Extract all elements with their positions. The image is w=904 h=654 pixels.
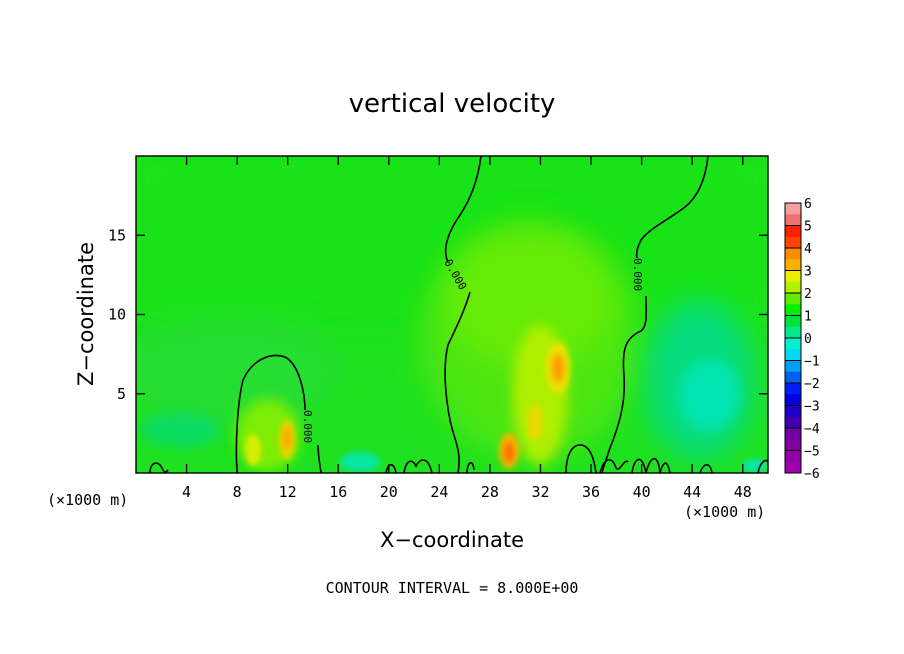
colorbar-swatch — [785, 315, 801, 328]
colorbar-swatch — [785, 450, 801, 463]
colorbar-swatch — [785, 338, 801, 350]
contour-label: 0.000 — [631, 258, 644, 291]
contour-line — [599, 459, 629, 473]
x-unit-left: (×1000 m) — [47, 491, 128, 509]
colorbar-swatch — [785, 394, 801, 406]
contour-line — [601, 295, 648, 473]
contour-label: 0.000 — [301, 410, 314, 443]
updraft-cell — [245, 434, 261, 466]
x-tick-label: 40 — [633, 483, 651, 501]
contour-line — [635, 156, 709, 259]
zero-contours — [149, 156, 768, 473]
velocity-field — [136, 156, 768, 473]
colorbar-swatch — [785, 405, 801, 418]
y-tick-label: 15 — [108, 226, 126, 244]
colorbar-swatch — [785, 236, 801, 249]
colorbar-swatch — [785, 248, 801, 260]
colorbar-swatch — [785, 304, 801, 316]
contour-line — [149, 462, 169, 473]
colorbar-label: −6 — [804, 467, 820, 482]
colorbar-label: −3 — [804, 400, 820, 415]
colorbar-swatch — [785, 360, 801, 373]
colorbar-swatch — [785, 383, 801, 395]
colorbar-swatch — [785, 259, 801, 271]
colorbar-label: 4 — [804, 242, 812, 257]
colorbar-label: −2 — [804, 377, 820, 392]
colorbar-label: 6 — [804, 197, 812, 212]
y-tick-label: 5 — [117, 385, 126, 403]
colorbar-swatch — [785, 326, 801, 339]
colorbar-label: −5 — [804, 445, 820, 460]
x-tick-label: 32 — [531, 483, 549, 501]
contour-line — [565, 444, 597, 473]
colorbar-label: 5 — [804, 220, 812, 235]
contour-line — [403, 459, 433, 473]
colorbar: 6 5 4 3 2 1 0 −1 −2 −3 −4 −5 −6 — [784, 197, 820, 482]
x-tick-label: 4 — [182, 483, 191, 501]
colorbar-swatch — [785, 203, 801, 215]
x-tick-label: 48 — [734, 483, 752, 501]
colorbar-swatch — [785, 371, 801, 384]
contour-line — [385, 463, 397, 473]
contour-line — [235, 354, 306, 473]
colorbar-swatch — [785, 281, 801, 294]
colorbar-swatch — [785, 461, 801, 474]
x-tick-label: 44 — [683, 483, 701, 501]
contour-line — [466, 461, 475, 473]
x-tick-label: 20 — [380, 483, 398, 501]
contour-line — [444, 156, 482, 263]
chart-title: vertical velocity — [349, 89, 556, 119]
x-unit-right: (×1000 m) — [684, 503, 765, 521]
contour-interval-note: CONTOUR INTERVAL = 8.000E+00 — [326, 579, 579, 597]
colorbar-label: 1 — [804, 310, 812, 325]
y-axis-label: Z−coordinate — [74, 242, 98, 386]
contour-line — [317, 444, 322, 473]
colorbar-swatch — [785, 416, 801, 429]
contour-line — [699, 463, 713, 473]
x-tick-label: 12 — [279, 483, 297, 501]
x-tick-label: 8 — [233, 483, 242, 501]
x-axis-label: X−coordinate — [380, 528, 524, 552]
x-tick-label: 36 — [582, 483, 600, 501]
colorbar-label: 0 — [804, 332, 812, 347]
colorbar-label: 3 — [804, 265, 812, 280]
y-tick-label: 10 — [108, 306, 126, 324]
x-tick-label: 28 — [481, 483, 499, 501]
colorbar-swatch — [785, 214, 801, 226]
colorbar-label: 2 — [804, 287, 812, 302]
x-tick-label: 24 — [430, 483, 448, 501]
x-tick-label: 16 — [329, 483, 347, 501]
contour-line — [444, 291, 471, 473]
colorbar-label: −4 — [804, 422, 820, 437]
colorbar-swatch — [785, 428, 801, 440]
colorbar-label: −1 — [804, 355, 820, 370]
colorbar-swatch — [785, 225, 801, 238]
low-updraft-region — [136, 315, 340, 425]
colorbar-swatch — [785, 293, 801, 305]
colorbar-swatch — [785, 439, 801, 451]
colorbar-swatch — [785, 349, 801, 361]
y-ticks: 5 10 15 — [108, 226, 768, 403]
colorbar-swatch — [785, 270, 801, 283]
contour-line — [631, 457, 671, 473]
x-ticks: 4 8 12 16 20 24 28 32 36 40 44 48 — [182, 156, 752, 501]
